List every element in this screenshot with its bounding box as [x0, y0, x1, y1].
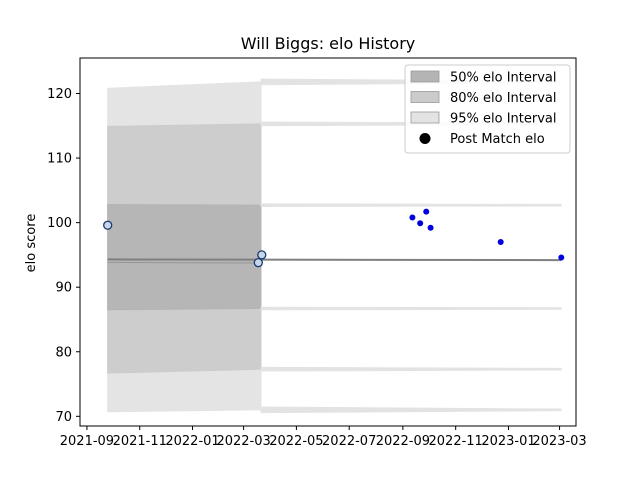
post-match-elo-point	[558, 254, 565, 261]
y-axis-label: elo score	[24, 214, 39, 273]
post-match-elo-point	[103, 220, 113, 230]
chart-title: Will Biggs: elo History	[241, 34, 416, 53]
y-tick-label: 70	[55, 410, 72, 425]
mean-elo-line-shadow	[107, 261, 261, 264]
legend-swatch	[410, 111, 440, 124]
legend-box	[404, 64, 571, 154]
post-match-elo-point	[423, 208, 430, 215]
band-80-lower-tail	[260, 366, 562, 372]
post-match-elo-point	[497, 239, 504, 245]
x-tick-label: 2022-11	[429, 434, 483, 449]
legend: 50% elo Interval 80% elo Interval 95% elo …	[404, 64, 571, 154]
x-tick-label: 2022-01	[165, 434, 219, 449]
y-tick-label: 120	[47, 87, 72, 102]
x-tick-label: 2023-03	[532, 434, 586, 449]
y-tick-label: 90	[55, 281, 72, 296]
x-tick-label: 2022-03	[216, 434, 270, 449]
band-50-lower-tail	[260, 306, 562, 311]
post-match-elo-point	[257, 250, 267, 260]
post-match-elo-point	[417, 220, 424, 227]
x-tick-label: 2022-05	[269, 434, 323, 449]
band-50-upper-tail	[260, 203, 562, 208]
post-match-elo-point	[409, 214, 416, 221]
mean-elo-line	[107, 258, 562, 262]
x-tick-label: 2022-09	[376, 434, 430, 449]
legend-entry-label: Post Match elo	[450, 132, 545, 147]
x-tick-label: 2022-07	[322, 434, 376, 449]
band-95-lower-tail	[260, 406, 562, 414]
legend-swatch	[410, 70, 440, 83]
post-match-elo-point	[253, 258, 263, 268]
x-tick-label: 2021-11	[113, 434, 167, 449]
y-tick-label: 100	[47, 216, 72, 231]
legend-entry-label: 50% elo Interval	[450, 71, 557, 86]
y-tick-label: 110	[47, 152, 72, 167]
axes: 2021-092021-112022-012022-032022-052022-…	[47, 57, 587, 449]
band-50-interval	[107, 204, 262, 311]
x-tick-label: 2021-09	[60, 434, 114, 449]
x-tick-label: 2023-01	[481, 434, 535, 449]
legend-marker	[419, 133, 431, 144]
post-match-elo-point	[427, 224, 434, 231]
y-tick-label: 80	[55, 345, 72, 360]
axes-frame	[79, 57, 577, 427]
legend-entry-label: 80% elo Interval	[450, 91, 557, 106]
legend-swatch	[410, 91, 440, 103]
legend-entry-label: 95% elo Interval	[450, 112, 557, 127]
